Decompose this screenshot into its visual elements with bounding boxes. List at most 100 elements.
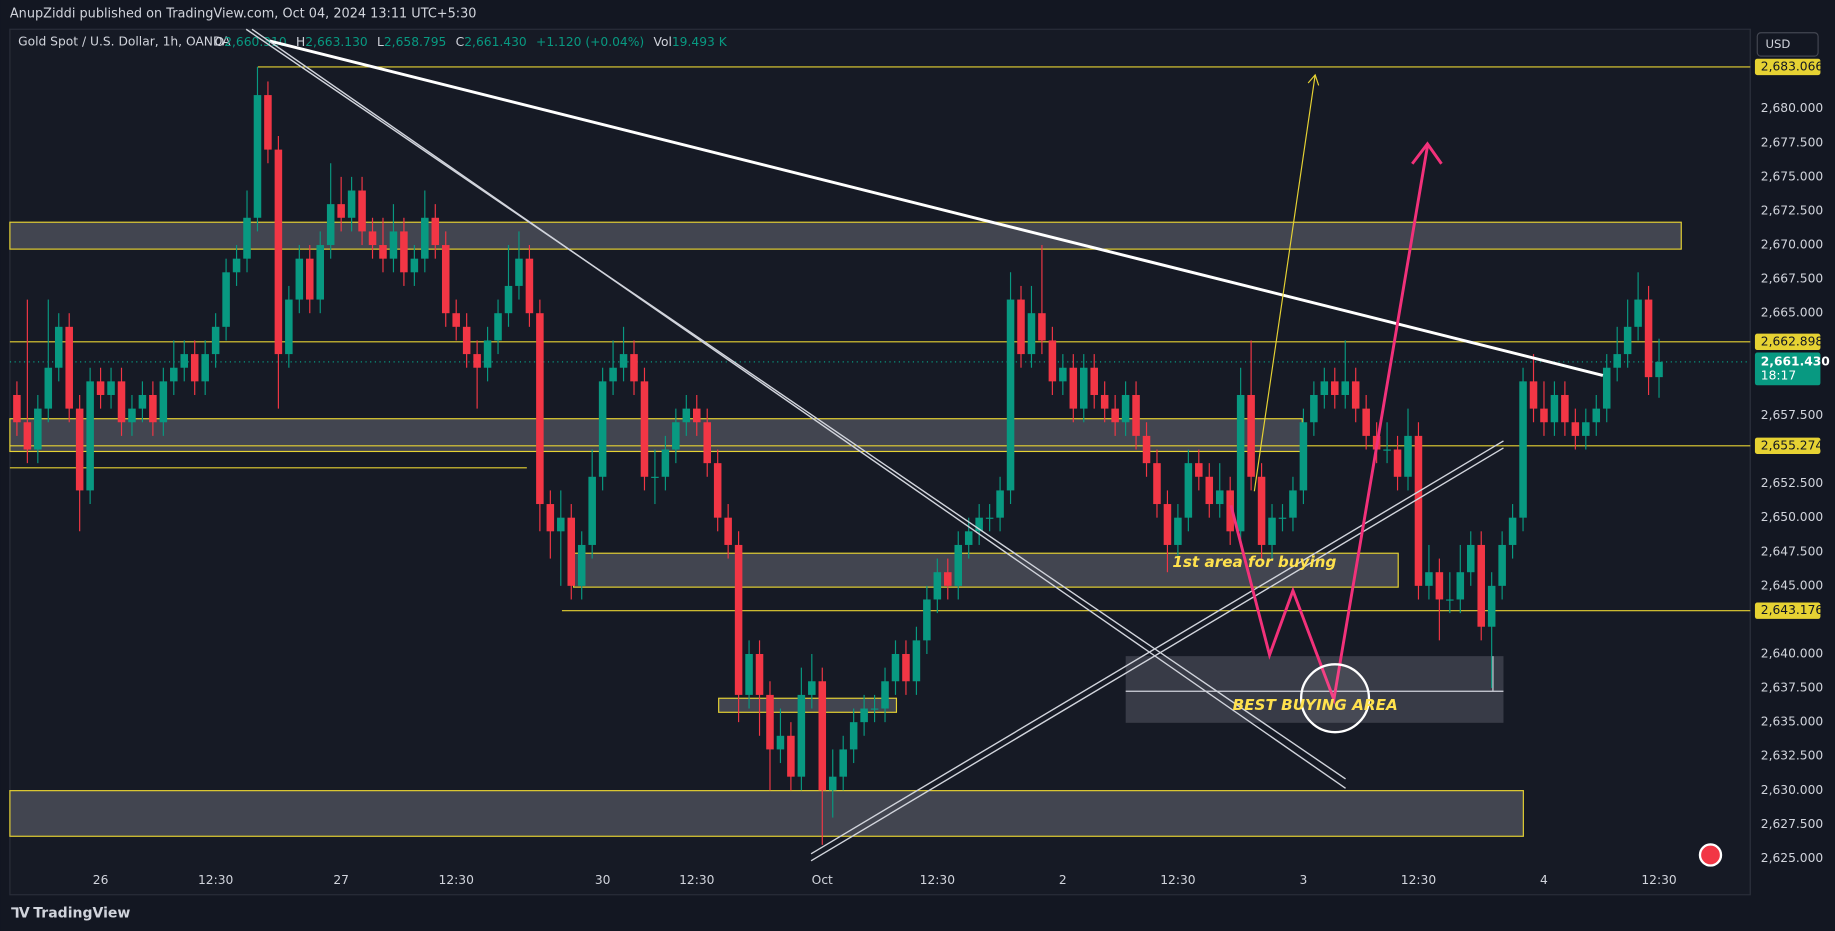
price-label: 2,655.274 (1761, 438, 1824, 452)
brand: TradingView (33, 905, 130, 921)
candles (13, 66, 1663, 845)
y-tick-label: 2,675.000 (1761, 169, 1823, 183)
y-tick-label: 2,637.500 (1761, 681, 1823, 695)
legend-key: C (456, 35, 465, 49)
price-label-box (1754, 333, 1821, 351)
candle-body (1247, 394, 1255, 477)
trend-line (245, 28, 1346, 780)
candle-body (1184, 463, 1193, 518)
y-tick-label: 2,647.500 (1761, 544, 1823, 558)
candle-body (1278, 517, 1287, 519)
candle-body (954, 544, 963, 586)
candle-body (1571, 422, 1580, 436)
price-label-box (1754, 602, 1821, 619)
candle-body (1393, 449, 1402, 477)
zone (9, 221, 1682, 250)
legend-value: 19.493 K (672, 35, 728, 49)
arrow-head (1307, 73, 1320, 86)
candle-body (828, 776, 837, 791)
candle-body (745, 653, 753, 695)
candle-body (44, 367, 53, 409)
x-tick-label: 12:30 (1401, 873, 1436, 887)
price-label: 2,662.898 (1761, 334, 1823, 348)
candle-body (1079, 367, 1088, 409)
price-label-box (1754, 58, 1821, 76)
x-tick-label: 26 (93, 873, 109, 887)
candle-body (703, 422, 711, 464)
flag-icon[interactable] (1698, 843, 1723, 867)
candle-body (902, 653, 910, 682)
candle-body (1456, 572, 1465, 600)
candle-body (1404, 435, 1412, 477)
candle-body (1540, 408, 1548, 423)
candle-body (34, 408, 42, 450)
legend-value: 2,663.130 (305, 35, 367, 49)
candle-body (912, 640, 921, 682)
candle-body (964, 531, 973, 545)
candle-body (295, 258, 304, 300)
candle-body (682, 408, 691, 423)
candle-body (96, 381, 105, 395)
candle-body (504, 285, 513, 314)
candle-body (232, 258, 241, 273)
candle-body (839, 749, 847, 777)
candle-body (337, 204, 345, 218)
candle-body (619, 354, 628, 368)
candle-body (483, 340, 492, 368)
candle-body (1163, 504, 1172, 545)
legend-value: 2,660.310 (224, 35, 286, 49)
best-zone (1125, 656, 1504, 723)
annotation: BEST BUYING AREA (1233, 696, 1398, 714)
candle-body (86, 381, 94, 491)
y-tick-label: 2,625.000 (1761, 851, 1823, 865)
candle-body (661, 449, 670, 477)
candle-body (713, 463, 722, 518)
candle-body (1487, 585, 1496, 627)
currency[interactable]: USD (1765, 37, 1790, 51)
candle-body (379, 245, 387, 259)
candle-body (1195, 463, 1203, 477)
x-tick-label: 4 (1540, 873, 1548, 887)
legend-item: O2,660.310 (215, 35, 287, 49)
candle-body (1351, 381, 1360, 409)
y-tick-label: 2,650.000 (1761, 510, 1823, 524)
candle-body (326, 204, 335, 246)
candle-body (358, 190, 366, 232)
candle-body (923, 599, 931, 641)
candle-body (577, 544, 586, 586)
candle-body (421, 217, 429, 259)
candle-body (1634, 299, 1642, 327)
x-tick-label: 12:30 (1641, 873, 1676, 887)
brand-logo: ⅂V (11, 905, 30, 921)
candle-body (1644, 299, 1653, 378)
candle-body (724, 517, 732, 545)
price-label: 2,643.176 (1761, 603, 1824, 617)
candle-body (1226, 490, 1234, 532)
candle-body (1550, 394, 1559, 423)
candle-body (128, 408, 136, 423)
x-tick-label: 30 (595, 873, 611, 887)
candle-body (1289, 490, 1297, 518)
candle-body (1174, 517, 1182, 545)
candle-body (515, 258, 523, 286)
y-tick-label: 2,672.500 (1761, 203, 1823, 217)
price-label: 2,683.066 (1761, 59, 1824, 73)
y-tick-label: 2,645.000 (1761, 578, 1823, 592)
candle-body (1613, 354, 1621, 368)
candle-body (23, 422, 32, 450)
candle-body (285, 299, 293, 355)
candle-body (222, 272, 230, 327)
candle-body (766, 694, 774, 750)
candle-body (190, 354, 199, 382)
candle-body (1048, 340, 1057, 382)
legend-key: Vol (654, 35, 672, 49)
x-tick-label: 3 (1300, 873, 1308, 887)
candle-body (640, 381, 649, 477)
candle-body (609, 367, 617, 382)
candle-body (1362, 408, 1370, 436)
candle-body (734, 544, 743, 695)
currency-box[interactable] (1756, 32, 1819, 57)
candle-body (1477, 544, 1485, 627)
price-label-box (1754, 437, 1821, 454)
candle-body (431, 217, 440, 246)
